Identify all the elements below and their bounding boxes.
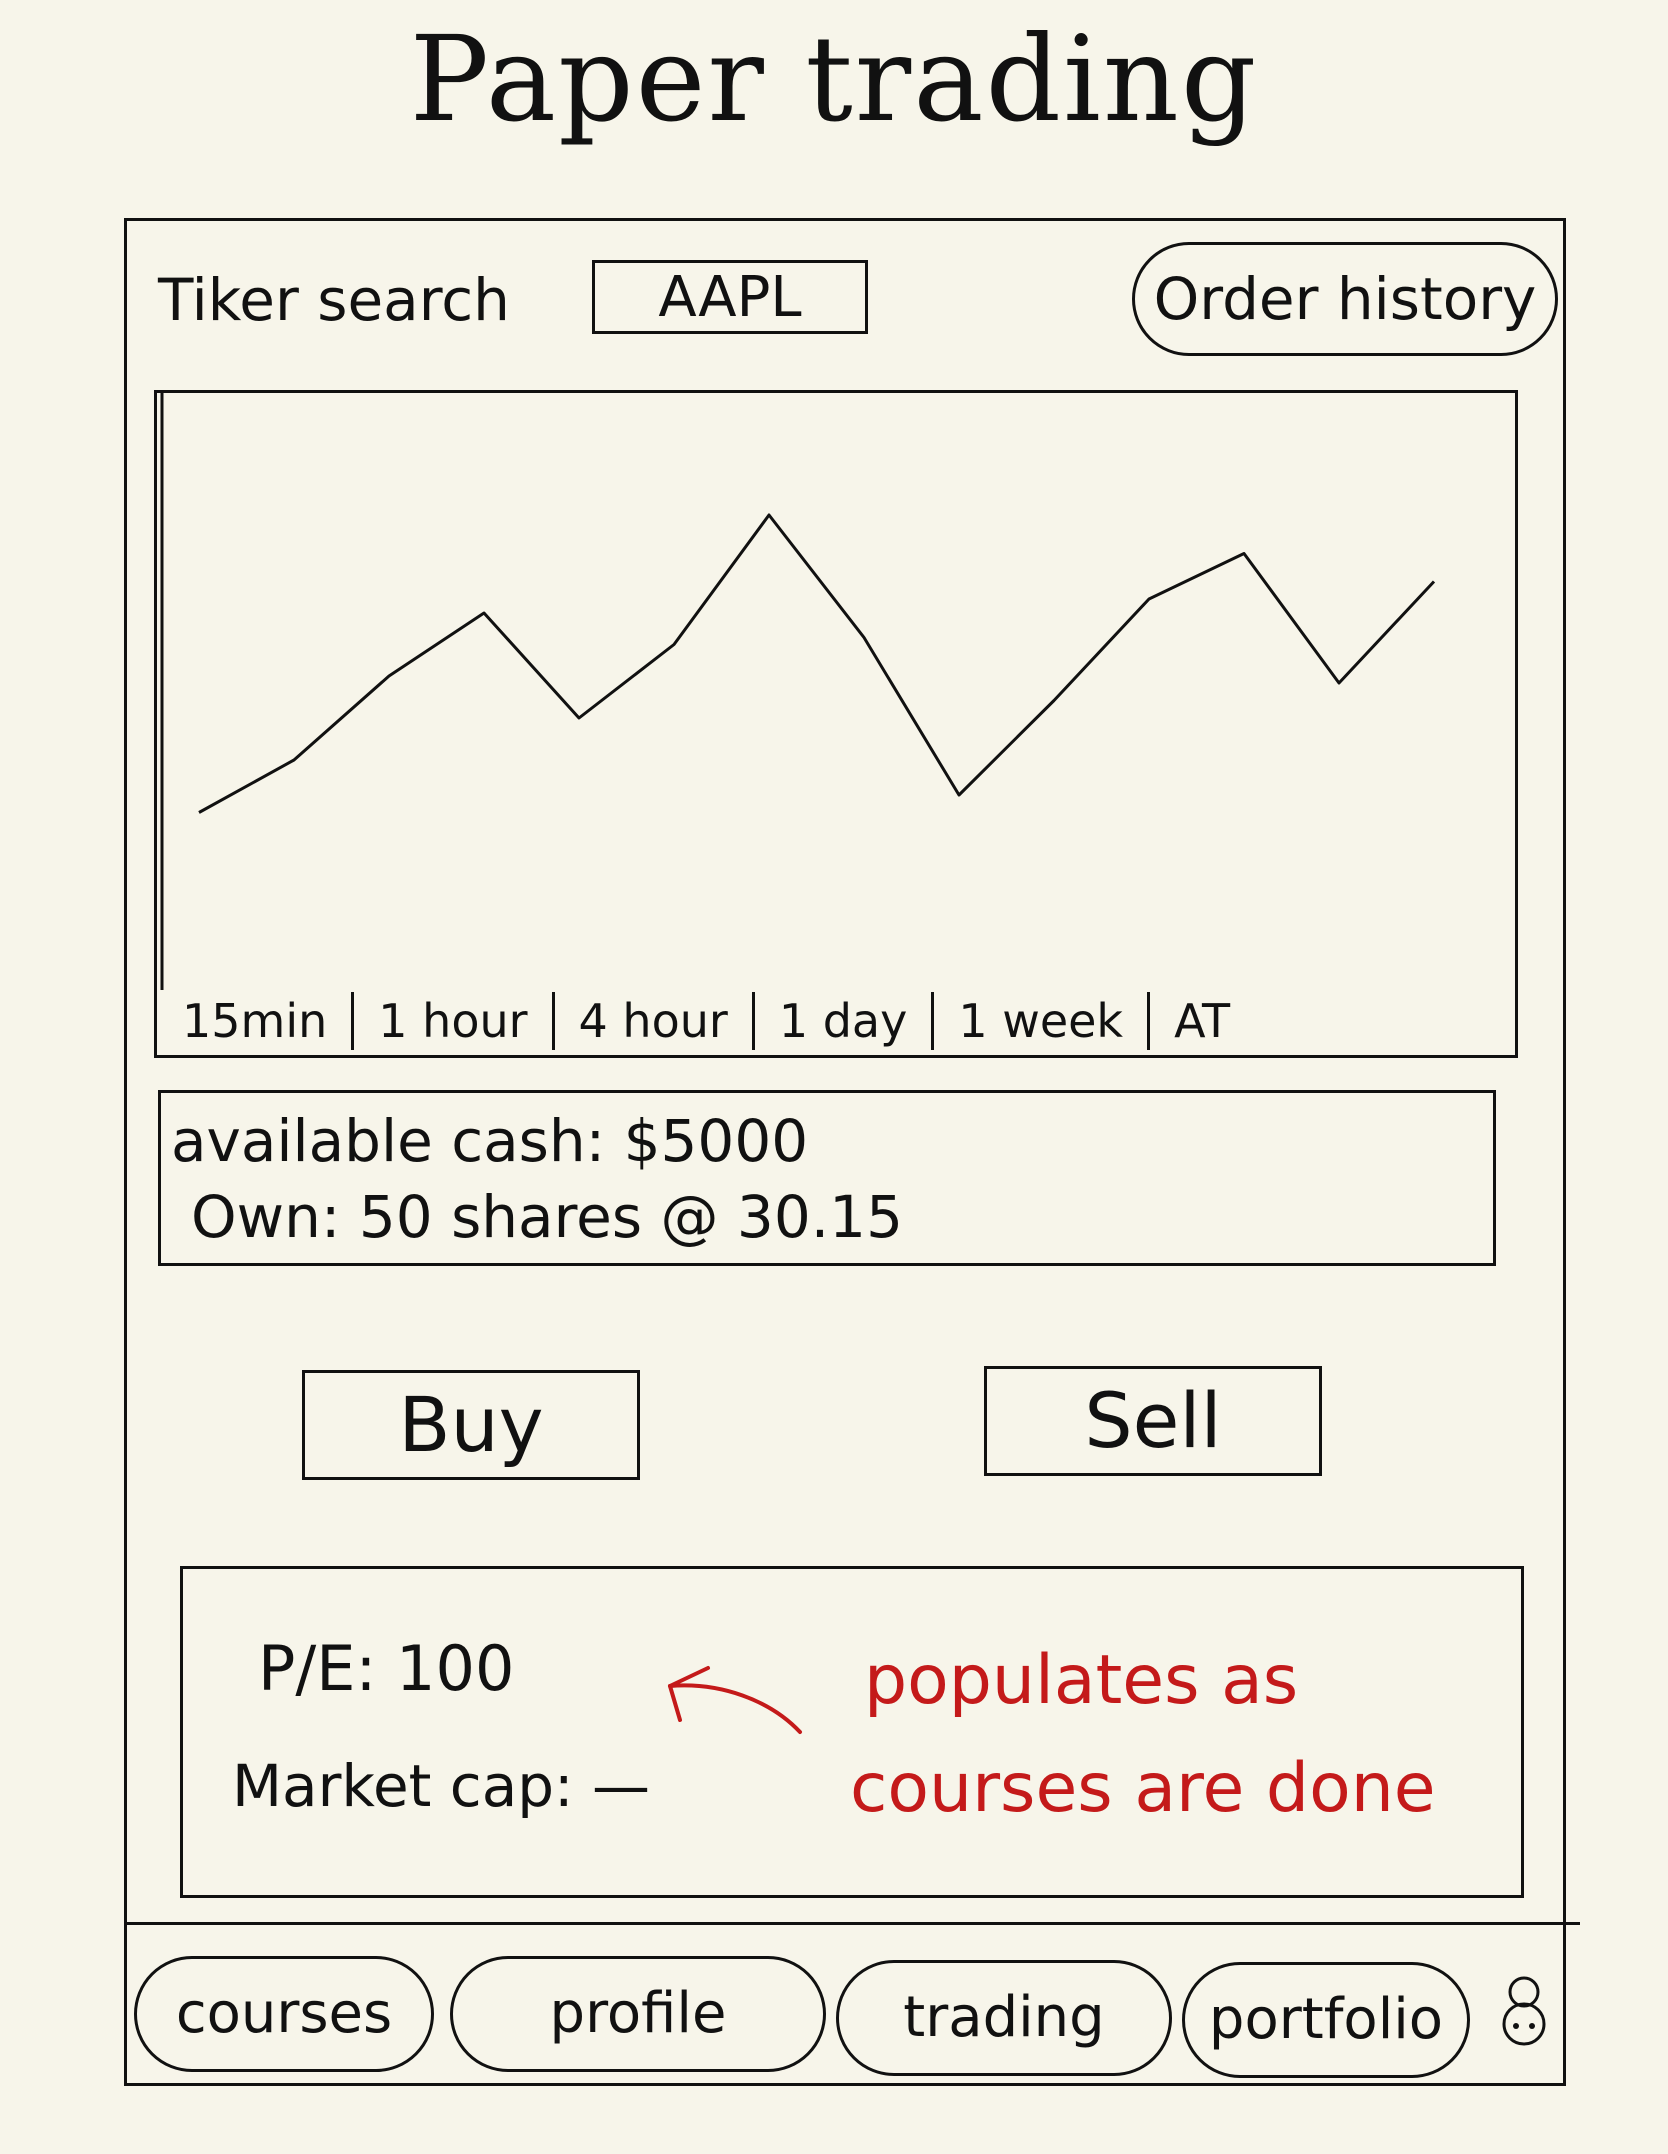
annotation-line-2: courses are done [850, 1749, 1436, 1828]
price-chart [154, 390, 1518, 1058]
timeframe-15min[interactable]: 15min [158, 992, 355, 1050]
avatar-icon[interactable] [1494, 1970, 1554, 2050]
stats-panel [180, 1566, 1524, 1898]
owned-shares: Own: 50 shares @ 30.15 [191, 1183, 903, 1251]
timeframe-4hour[interactable]: 4 hour [555, 992, 755, 1050]
market-cap: Market cap: — [232, 1752, 651, 1820]
app-frame [124, 218, 1566, 2086]
arrow-icon [668, 1666, 802, 1734]
nav-portfolio[interactable]: portfolio [1182, 1962, 1470, 2078]
annotation-line-1: populates as [864, 1641, 1299, 1720]
available-cash: available cash: $5000 [171, 1107, 809, 1175]
timeframe-1day[interactable]: 1 day [755, 992, 935, 1050]
timeframe-1hour[interactable]: 1 hour [354, 992, 555, 1050]
ticker-search-input[interactable] [592, 260, 868, 334]
timeframe-selector: 15min 1 hour 4 hour 1 day 1 week AT [158, 988, 1508, 1054]
nav-trading[interactable]: trading [836, 1960, 1172, 2076]
account-summary: available cash: $5000 Own: 50 shares @ 3… [158, 1090, 1496, 1266]
nav-profile[interactable]: profile [450, 1956, 826, 2072]
nav-courses[interactable]: courses [134, 1956, 434, 2072]
price-chart-plot [160, 390, 1436, 990]
timeframe-1week[interactable]: 1 week [934, 992, 1151, 1050]
nav-divider [124, 1922, 1580, 1925]
pe-ratio: P/E: 100 [258, 1632, 515, 1705]
ticker-search-label: Tiker search [158, 266, 510, 334]
sell-button[interactable]: Sell [984, 1366, 1322, 1476]
buy-button[interactable]: Buy [302, 1370, 640, 1480]
timeframe-all[interactable]: AT [1174, 994, 1231, 1048]
price-line [198, 513, 1436, 814]
order-history-button[interactable]: Order history [1132, 242, 1558, 356]
page-title: Paper trading [409, 10, 1259, 148]
